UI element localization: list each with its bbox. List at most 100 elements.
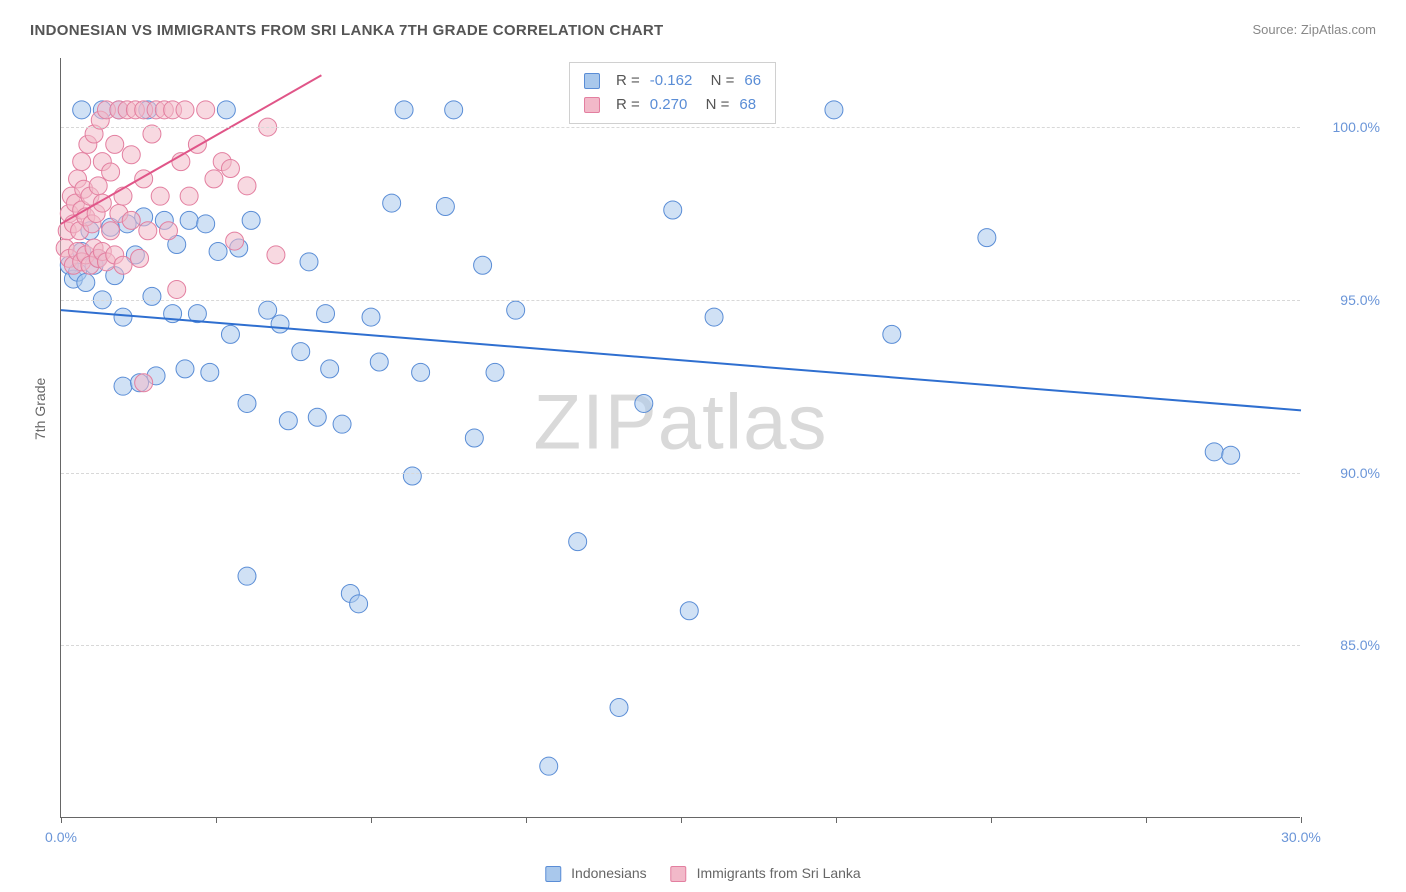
stat-r-label-2: R =: [616, 93, 640, 117]
scatter-point: [370, 353, 388, 371]
scatter-point: [635, 394, 653, 412]
scatter-point: [176, 101, 194, 119]
scatter-point: [507, 301, 525, 319]
scatter-point: [114, 256, 132, 274]
legend-label-1: Indonesians: [571, 865, 647, 881]
x-tick: [1301, 817, 1302, 823]
legend-swatch-2: [671, 866, 687, 882]
source-attribution: Source: ZipAtlas.com: [1252, 22, 1376, 37]
scatter-point: [412, 363, 430, 381]
x-tick-label: 30.0%: [1281, 829, 1321, 845]
scatter-point: [143, 287, 161, 305]
y-tick-label: 90.0%: [1310, 465, 1380, 481]
stat-n-value-2: 68: [739, 93, 756, 117]
stat-n-label-1: N =: [702, 69, 734, 93]
scatter-point: [271, 315, 289, 333]
scatter-point: [279, 412, 297, 430]
plot-svg: [61, 58, 1300, 817]
scatter-point: [883, 325, 901, 343]
stat-r-label-1: R =: [616, 69, 640, 93]
scatter-point: [1205, 443, 1223, 461]
scatter-point: [540, 757, 558, 775]
scatter-point: [1222, 446, 1240, 464]
x-tick: [681, 817, 682, 823]
stat-n-value-1: 66: [744, 69, 761, 93]
stats-swatch-1: [584, 73, 600, 89]
stat-r-value-1: -0.162: [650, 69, 693, 93]
y-tick-label: 100.0%: [1310, 119, 1380, 135]
stats-box: R = -0.162 N = 66 R = 0.270 N = 68: [569, 62, 776, 124]
plot-area: ZIPatlas R = -0.162 N = 66 R = 0.270 N =…: [60, 58, 1300, 818]
stats-swatch-2: [584, 97, 600, 113]
scatter-point: [350, 595, 368, 613]
x-tick: [216, 817, 217, 823]
scatter-point: [664, 201, 682, 219]
x-tick: [61, 817, 62, 823]
stats-row-1: R = -0.162 N = 66: [584, 69, 761, 93]
scatter-point: [180, 211, 198, 229]
scatter-point: [226, 232, 244, 250]
scatter-point: [221, 325, 239, 343]
scatter-point: [114, 187, 132, 205]
scatter-point: [201, 363, 219, 381]
scatter-point: [217, 101, 235, 119]
scatter-point: [569, 533, 587, 551]
scatter-point: [135, 374, 153, 392]
scatter-point: [445, 101, 463, 119]
scatter-point: [474, 256, 492, 274]
scatter-point: [317, 305, 335, 323]
scatter-point: [73, 153, 91, 171]
scatter-point: [102, 163, 120, 181]
scatter-point: [106, 135, 124, 153]
scatter-point: [168, 280, 186, 298]
scatter-point: [267, 246, 285, 264]
scatter-point: [122, 211, 140, 229]
scatter-point: [383, 194, 401, 212]
scatter-point: [362, 308, 380, 326]
scatter-point: [197, 215, 215, 233]
scatter-point: [321, 360, 339, 378]
scatter-point: [292, 343, 310, 361]
gridline: [61, 645, 1300, 646]
scatter-point: [205, 170, 223, 188]
scatter-point: [242, 211, 260, 229]
scatter-point: [77, 274, 95, 292]
scatter-point: [114, 377, 132, 395]
scatter-point: [221, 160, 239, 178]
scatter-point: [197, 101, 215, 119]
x-tick: [526, 817, 527, 823]
y-axis-title: 7th Grade: [32, 378, 48, 440]
gridline: [61, 127, 1300, 128]
scatter-point: [159, 222, 177, 240]
scatter-point: [333, 415, 351, 433]
stats-row-2: R = 0.270 N = 68: [584, 93, 761, 117]
scatter-point: [705, 308, 723, 326]
chart-title: INDONESIAN VS IMMIGRANTS FROM SRI LANKA …: [30, 22, 663, 39]
scatter-point: [403, 467, 421, 485]
scatter-point: [978, 229, 996, 247]
scatter-point: [238, 394, 256, 412]
legend-bottom: Indonesians Immigrants from Sri Lanka: [545, 865, 860, 882]
scatter-point: [436, 198, 454, 216]
scatter-point: [209, 242, 227, 260]
scatter-point: [486, 363, 504, 381]
legend-item-2: Immigrants from Sri Lanka: [671, 865, 861, 882]
x-tick: [836, 817, 837, 823]
scatter-point: [680, 602, 698, 620]
scatter-point: [465, 429, 483, 447]
x-tick-label: 0.0%: [45, 829, 77, 845]
legend-swatch-1: [545, 866, 561, 882]
scatter-point: [114, 308, 132, 326]
x-tick: [991, 817, 992, 823]
scatter-point: [102, 222, 120, 240]
stat-r-value-2: 0.270: [650, 93, 688, 117]
legend-item-1: Indonesians: [545, 865, 646, 882]
y-tick-label: 95.0%: [1310, 292, 1380, 308]
scatter-point: [610, 698, 628, 716]
scatter-point: [139, 222, 157, 240]
scatter-point: [259, 301, 277, 319]
scatter-point: [73, 101, 91, 119]
stat-n-label-2: N =: [697, 93, 729, 117]
gridline: [61, 300, 1300, 301]
scatter-point: [825, 101, 843, 119]
